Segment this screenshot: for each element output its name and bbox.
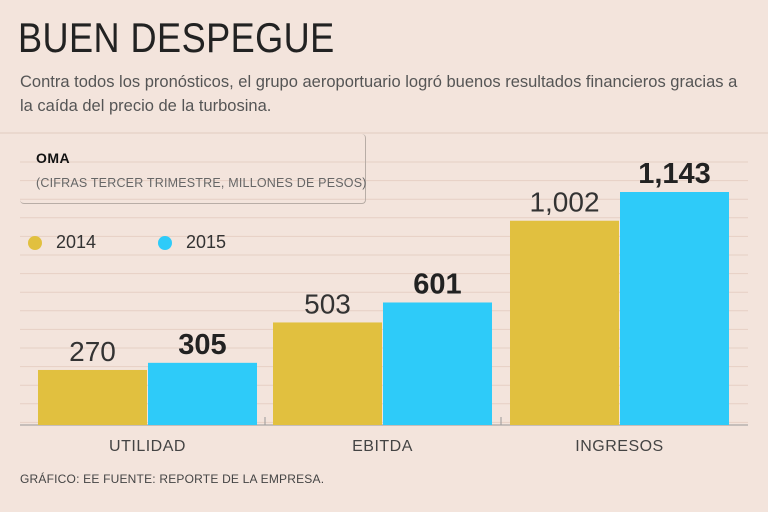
bar-utilidad-2014 (38, 369, 147, 425)
category-label-ebitda: EBITDA (352, 438, 413, 455)
legend-label-2015: 2015 (186, 232, 227, 252)
company-name: OMA (36, 150, 71, 166)
bar-utilidad-2015 (148, 362, 257, 425)
source-footer: GRÁFICO: EE FUENTE: REPORTE DE LA EMPRES… (20, 472, 325, 486)
chart-subtitle: Contra todos los pronósticos, el grupo a… (20, 73, 738, 115)
chart-title: BUEN DESPEGUE (18, 14, 335, 61)
info-box (20, 134, 366, 204)
data-label-ingresos-2014: 1,002 (529, 187, 599, 218)
bar-ebitda-2015 (383, 302, 492, 425)
legend-swatch-2015 (158, 235, 172, 250)
legend-item-2015: 2015 (158, 232, 226, 253)
bar-ingresos-2015 (620, 192, 729, 425)
data-label-ingresos-2015: 1,143 (638, 158, 711, 190)
data-label-utilidad-2015: 305 (178, 329, 226, 361)
bar-ingresos-2014 (510, 220, 619, 425)
data-label-ebitda-2014: 503 (304, 288, 351, 319)
legend-label-2014: 2014 (56, 232, 97, 252)
bar-ebitda-2014 (273, 322, 382, 425)
legend-item-2014: 2014 (28, 232, 96, 253)
units-note: (CIFRAS TERCER TRIMESTRE, MILLONES DE PE… (36, 176, 367, 190)
data-label-ebitda-2015: 601 (413, 268, 461, 300)
category-label-ingresos: INGRESOS (575, 438, 663, 455)
category-label-utilidad: UTILIDAD (109, 438, 186, 455)
legend-swatch-2014 (28, 235, 42, 250)
data-label-utilidad-2014: 270 (69, 336, 116, 367)
